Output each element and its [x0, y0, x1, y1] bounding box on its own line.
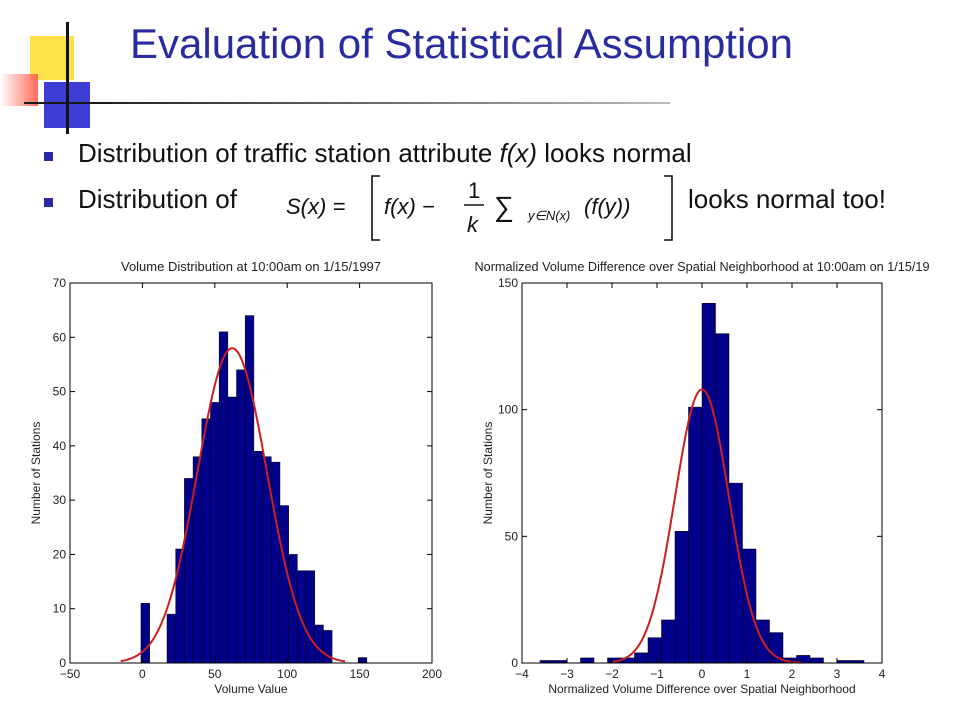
bullet-text-1: Distribution of traffic station attribut…: [78, 138, 692, 169]
x-tick-label: 0: [139, 667, 146, 681]
bullet-text-2-prefix: Distribution of: [78, 184, 237, 214]
y-tick-label: 0: [511, 656, 518, 670]
formula-sum: ∑: [494, 191, 514, 222]
y-tick-label: 30: [53, 493, 67, 507]
bullet-marker-1: [44, 152, 53, 161]
bullet-1-prefix: Distribution of traffic station attribut…: [78, 138, 500, 168]
histogram-bar-9: [236, 369, 246, 664]
x-tick-label: 50: [208, 667, 222, 681]
formula-right-bracket: [664, 175, 673, 241]
formula-term: (f(y)): [584, 194, 630, 219]
x-tick-label: 3: [834, 667, 841, 681]
histogram-bar-15: [288, 554, 298, 664]
histogram-bar-18: [809, 657, 824, 664]
decor-title-underline-fade: [110, 102, 670, 104]
normal-fit-curve: [120, 347, 346, 663]
x-tick-label: 0: [699, 667, 706, 681]
chart-title: Volume Distribution at 10:00am on 1/15/1…: [121, 259, 381, 274]
x-tick-label: −1: [650, 667, 664, 681]
histogram-bar-14: [279, 505, 289, 664]
x-tick-label: −4: [515, 667, 529, 681]
formula-lhs: S(x) =: [286, 194, 345, 219]
x-tick-label: −3: [560, 667, 574, 681]
bullet-1-italic: f(x): [499, 138, 538, 168]
histogram-bar-11: [253, 451, 263, 664]
histogram-bar-1: [166, 613, 176, 664]
bullet-1-suffix: looks normal: [537, 138, 692, 168]
x-tick-label: 4: [879, 667, 886, 681]
histogram-bar-7: [661, 619, 676, 664]
x-axis-label: Normalized Volume Difference over Spatia…: [548, 682, 855, 696]
formula-denominator: k: [467, 212, 479, 237]
histogram-bar-9: [688, 406, 703, 664]
x-tick-label: −50: [60, 667, 81, 681]
histogram-bar-2: [580, 657, 595, 664]
formula-fx: f(x) −: [384, 194, 435, 219]
x-tick-label: 150: [350, 667, 370, 681]
x-tick-label: 1: [744, 667, 751, 681]
y-tick-label: 10: [53, 602, 67, 616]
formula-numerator: 1: [468, 178, 480, 203]
histogram-bar-17: [305, 570, 315, 664]
y-tick-label: 50: [505, 529, 519, 543]
y-tick-label: 50: [53, 385, 67, 399]
formula-subscript: y∈N(x): [527, 208, 570, 223]
decor-vertical-line: [66, 22, 69, 134]
chart-title: Normalized Volume Difference over Spatia…: [475, 259, 930, 274]
chart-normalized-difference: Normalized Volume Difference over Spatia…: [475, 259, 930, 696]
chart-volume-distribution: Volume Distribution at 10:00am on 1/15/1…: [29, 259, 442, 696]
histogram-bar-6: [210, 402, 220, 664]
plot-frame: [69, 282, 433, 664]
x-axis-label: Volume Value: [214, 682, 287, 696]
y-axis-label: Number of Stations: [29, 422, 43, 525]
formula: S(x) = f(x) − 1 k ∑ y∈N(x) (f(y)): [286, 175, 673, 241]
decor-red-gradient: [0, 74, 38, 106]
histogram-bar-16: [297, 570, 307, 664]
normal-fit-curve: [611, 388, 802, 664]
x-tick-label: 2: [789, 667, 796, 681]
histogram-bar-10: [244, 315, 255, 664]
bullet-text-2-suffix: looks normal too!: [688, 184, 886, 214]
histogram-bar-7: [218, 331, 229, 664]
bullet-marker-2: [44, 198, 53, 207]
y-tick-label: 60: [53, 330, 67, 344]
histogram-bar-10: [701, 303, 716, 664]
x-tick-label: −2: [605, 667, 619, 681]
formula-left-bracket: [371, 175, 380, 241]
histogram-bar-11: [715, 333, 730, 664]
y-tick-label: 40: [53, 439, 67, 453]
x-tick-label: 100: [277, 667, 297, 681]
slide-title: Evaluation of Statistical Assumption: [130, 20, 794, 67]
histogram-bar-13: [271, 461, 281, 664]
y-tick-label: 70: [53, 276, 67, 290]
y-tick-label: 20: [53, 547, 67, 561]
histogram-bar-2: [175, 548, 185, 664]
histogram-bar-5: [201, 418, 211, 664]
y-tick-label: 150: [498, 276, 518, 290]
x-tick-label: 200: [422, 667, 442, 681]
histogram-bar-6: [647, 637, 662, 664]
histogram-bar-8: [227, 396, 237, 664]
y-tick-label: 0: [59, 656, 66, 670]
y-axis-label: Number of Stations: [481, 422, 495, 525]
y-tick-label: 100: [498, 403, 518, 417]
histogram-bar-18: [314, 624, 324, 664]
histogram-bar-8: [674, 531, 689, 664]
histogram-bar-5: [634, 652, 649, 664]
histogram-bar-0: [140, 603, 150, 664]
